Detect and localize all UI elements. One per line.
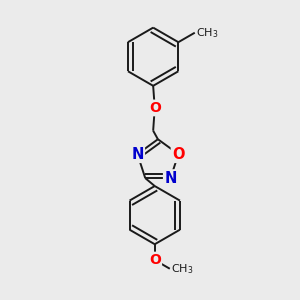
Text: CH$_3$: CH$_3$ <box>196 26 219 40</box>
Text: CH$_3$: CH$_3$ <box>171 262 194 276</box>
Text: O: O <box>149 253 161 267</box>
Text: O: O <box>149 101 161 115</box>
Text: N: N <box>164 171 177 186</box>
Text: N: N <box>131 147 144 162</box>
Text: O: O <box>172 147 184 162</box>
